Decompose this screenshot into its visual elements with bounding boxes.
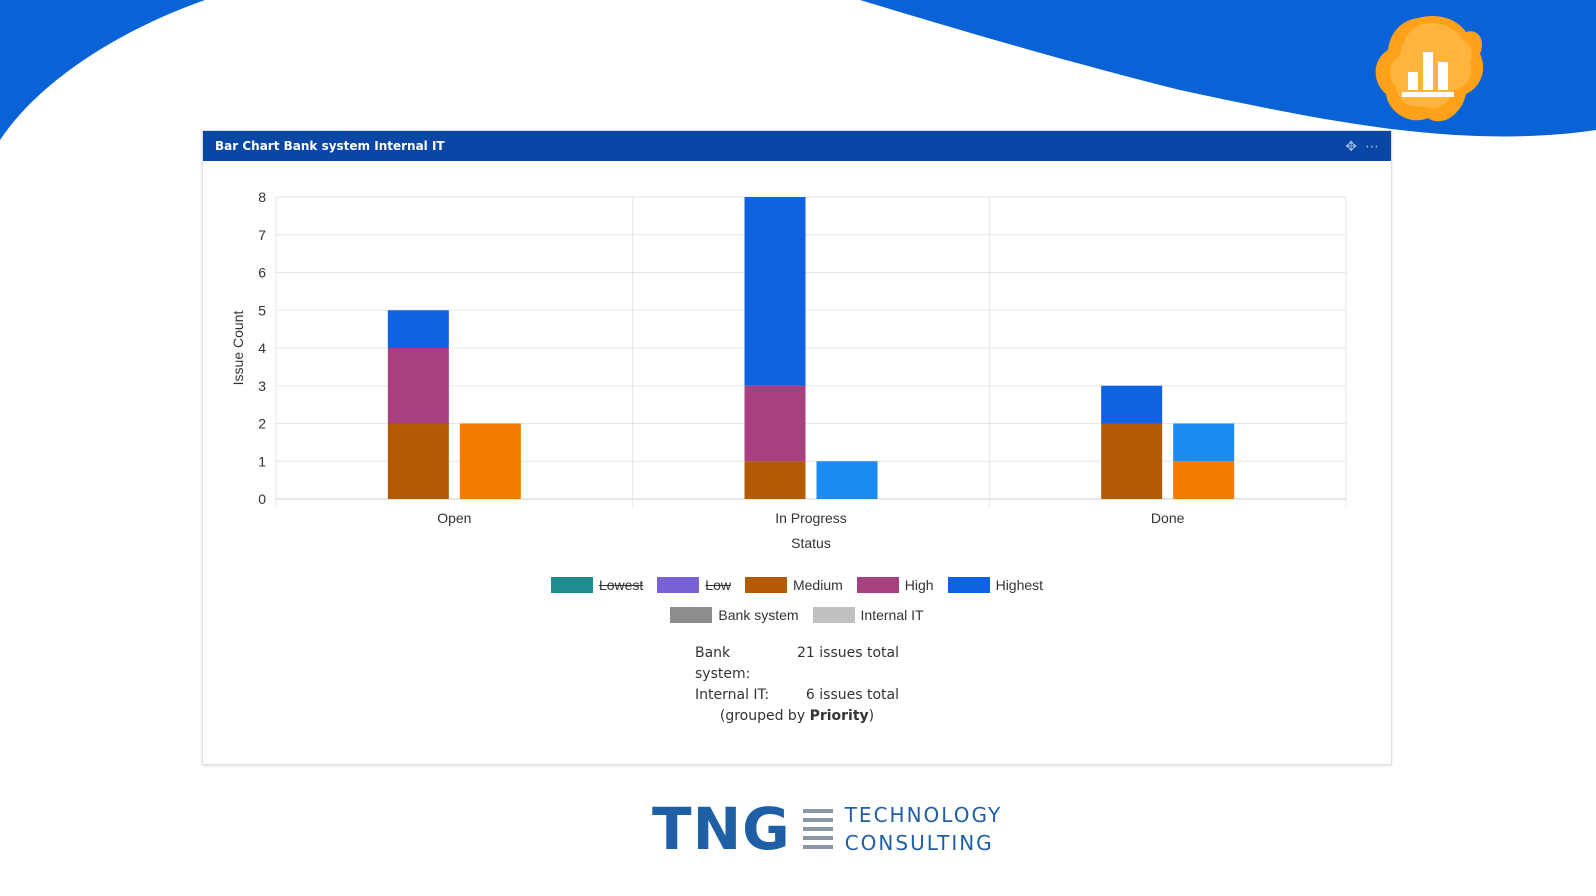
y-tick-label: 0 [258, 491, 266, 507]
legend-swatch [550, 577, 593, 593]
bar-segment [459, 423, 521, 499]
bar-segment [387, 423, 449, 499]
legend-swatch [670, 607, 713, 623]
legend-priority: Lowest Low Medium High Highest [203, 577, 1391, 593]
bar-segment [387, 310, 449, 348]
y-axis-title: Issue Count [230, 311, 246, 386]
bar-segment [744, 197, 806, 386]
legend-item-medium[interactable]: Medium [744, 577, 843, 593]
tng-logo: TNG TECHNOLOGY CONSULTING [652, 800, 1002, 858]
grouped-by-note: (grouped by Priority) [203, 706, 1391, 727]
y-tick-label: 5 [258, 302, 266, 318]
legend-item-high[interactable]: High [856, 577, 934, 593]
bar-chart: 0 1 2 3 4 5 6 7 8 Open In Progress Done Status Issue … [230, 189, 1347, 551]
legend-item-lowest[interactable]: Lowest [550, 577, 644, 593]
internal-it-total: 6 issues total [805, 687, 899, 703]
grouped-suffix: ) [868, 708, 875, 724]
bar-segment [744, 461, 806, 499]
legend-swatch [947, 577, 990, 593]
app-logo-icon [1375, 15, 1484, 122]
grouped-field: Priority [809, 708, 869, 724]
bar-segment [1173, 423, 1235, 462]
tng-line-1: TECHNOLOGY [844, 803, 1003, 827]
y-tick-label: 3 [258, 378, 266, 394]
y-tick-label: 8 [258, 189, 266, 205]
legend-swatch [856, 577, 899, 593]
legend-label: Highest [995, 577, 1044, 593]
bar-chart-gadget: Bar Chart Bank system Internal IT ✥ ⋯ 0 1… [202, 130, 1392, 765]
x-tick-label: Open [437, 510, 471, 526]
legend-label: High [904, 577, 934, 593]
x-tick-label: In Progress [775, 510, 847, 526]
legend-label: Lowest [598, 577, 644, 593]
y-tick-label: 7 [258, 227, 266, 243]
bar-segment [1173, 461, 1235, 499]
legend-label: Low [705, 577, 731, 593]
header-tools: ✥ ⋯ [1345, 139, 1379, 153]
bar-segment [387, 348, 449, 424]
legend-item-internal-it[interactable]: Internal IT [812, 607, 924, 623]
more-icon[interactable]: ⋯ [1365, 138, 1379, 154]
internal-it-label: Internal IT: [695, 687, 770, 703]
tng-subtitle: TECHNOLOGY CONSULTING [845, 801, 1002, 857]
legend-label: Internal IT [860, 607, 924, 623]
bar-segment [1101, 385, 1163, 424]
y-tick-label: 6 [258, 265, 266, 281]
y-tick-label: 1 [258, 453, 266, 469]
issue-summary: Bank system: 21 issues total Internal IT… [203, 643, 1391, 727]
bank-system-label: Bank system: [695, 645, 751, 682]
move-icon[interactable]: ✥ [1345, 138, 1357, 154]
legend-label: Medium [792, 577, 843, 593]
legend-label: Bank system [718, 607, 799, 623]
tng-line-2: CONSULTING [844, 831, 994, 855]
bank-system-total: 21 issues total [797, 645, 899, 661]
bar-segment [744, 385, 806, 462]
legend-item-bank-system[interactable]: Bank system [670, 607, 799, 623]
legend-item-highest[interactable]: Highest [947, 577, 1044, 593]
legend-projects: Bank system Internal IT [203, 607, 1391, 623]
tng-brand: TNG [652, 795, 791, 863]
legend-item-low[interactable]: Low [657, 577, 731, 593]
x-axis-title: Status [791, 535, 831, 551]
x-tick-label: Done [1151, 510, 1185, 526]
y-tick-label: 2 [258, 416, 266, 432]
grouped-prefix: (grouped by [719, 708, 810, 724]
gadget-title: Bar Chart Bank system Internal IT [215, 139, 445, 153]
gadget-header: Bar Chart Bank system Internal IT ✥ ⋯ [203, 131, 1391, 161]
bar-segment [1101, 423, 1163, 499]
y-tick-label: 4 [258, 340, 266, 356]
tng-lines-icon [802, 809, 833, 849]
legend-swatch [657, 577, 700, 593]
legend-swatch [812, 607, 855, 623]
legend-swatch [744, 577, 787, 593]
bar-segment [816, 461, 878, 499]
